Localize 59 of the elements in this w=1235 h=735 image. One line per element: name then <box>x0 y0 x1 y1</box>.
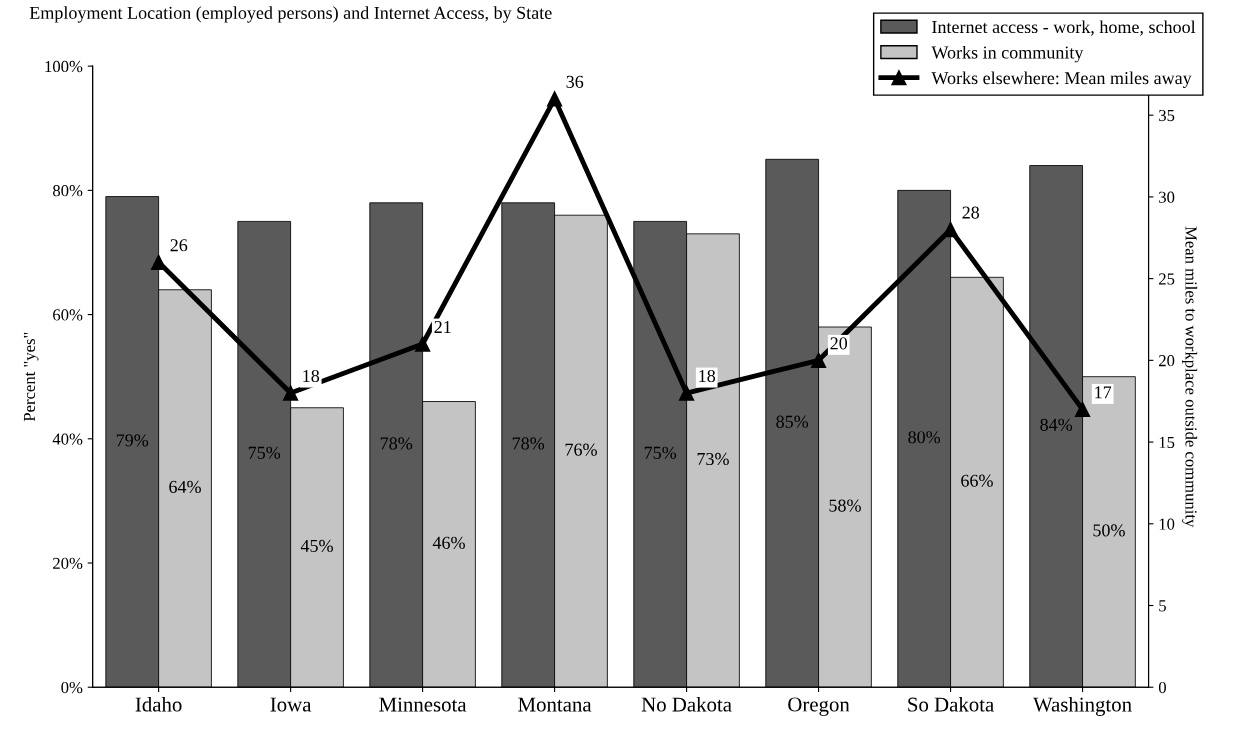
legend-label: Works in community <box>931 45 1084 63</box>
point <box>678 385 695 401</box>
data-label: 79% <box>116 434 149 447</box>
y2-tick-label: 30 <box>1159 191 1175 203</box>
point <box>1074 401 1091 418</box>
data-label: 46% <box>432 536 465 549</box>
data-label: 84% <box>1040 418 1073 431</box>
x-tick-label: Montana <box>518 697 592 712</box>
x-tick-label: Washington <box>1033 696 1132 716</box>
data-label: 36 <box>566 75 584 88</box>
data-label: 78% <box>512 437 545 450</box>
y-tick-label: 80% <box>52 185 83 197</box>
y-axis-title: Percent "yes" <box>23 332 39 422</box>
chart-title: Employment Location (employed persons) and Internet Access, by State <box>29 6 552 23</box>
y-tick-label: 20% <box>53 557 83 570</box>
data-label: 78% <box>380 437 413 450</box>
legend-label: Works elsewhere: Mean miles away <box>931 71 1192 88</box>
point <box>546 91 563 107</box>
y2-axis-title: Mean miles to workplace outside community <box>1182 226 1198 528</box>
y-tick-label: 60% <box>53 309 83 321</box>
y2-tick-label: 5 <box>1159 600 1166 612</box>
x-tick-label: Minnesota <box>379 697 467 712</box>
x-tick-label: So Dakota <box>908 696 994 712</box>
data-label: 20 <box>830 337 848 350</box>
y2-tick-label: 35 <box>1159 109 1175 122</box>
data-label: 58% <box>829 499 861 512</box>
data-label: 64% <box>169 480 201 494</box>
data-label: 26 <box>170 239 188 252</box>
y-tick-label: 100% <box>45 60 83 73</box>
data-label: 76% <box>565 443 597 456</box>
x-tick-label: No Dakota <box>641 696 732 712</box>
point <box>414 336 431 352</box>
y-tick-label: 40% <box>52 433 83 445</box>
data-label: 21 <box>434 320 451 333</box>
data-label: 75% <box>644 446 677 459</box>
y2-tick-label: 25 <box>1159 273 1175 285</box>
data-label: 18 <box>303 369 320 383</box>
y2-tick-label: 10 <box>1159 518 1175 530</box>
x-tick-label: Iowa <box>270 697 312 712</box>
data-label: 50% <box>1093 524 1125 537</box>
data-label: 73% <box>697 452 729 466</box>
y2-tick-label: 0 <box>1158 681 1166 694</box>
data-label: 75% <box>248 446 281 459</box>
point <box>150 254 167 270</box>
y2-tick-label: 15 <box>1159 436 1175 449</box>
data-label: 18 <box>699 369 716 383</box>
y2-tick-label: 20 <box>1159 355 1175 367</box>
point <box>810 352 827 368</box>
data-label: 80% <box>908 431 941 444</box>
y-tick-label: 0% <box>61 681 83 694</box>
data-label: 17 <box>1095 386 1112 399</box>
data-label: 85% <box>776 415 809 428</box>
data-label: 45% <box>300 539 333 553</box>
data-label: 66% <box>961 474 993 487</box>
legend-label: Internet access - work, home, school <box>932 20 1196 36</box>
x-tick-label: Oregon <box>788 697 850 716</box>
x-tick-label: Idaho <box>135 696 182 712</box>
point <box>282 385 299 401</box>
data-label: 28 <box>962 206 980 219</box>
